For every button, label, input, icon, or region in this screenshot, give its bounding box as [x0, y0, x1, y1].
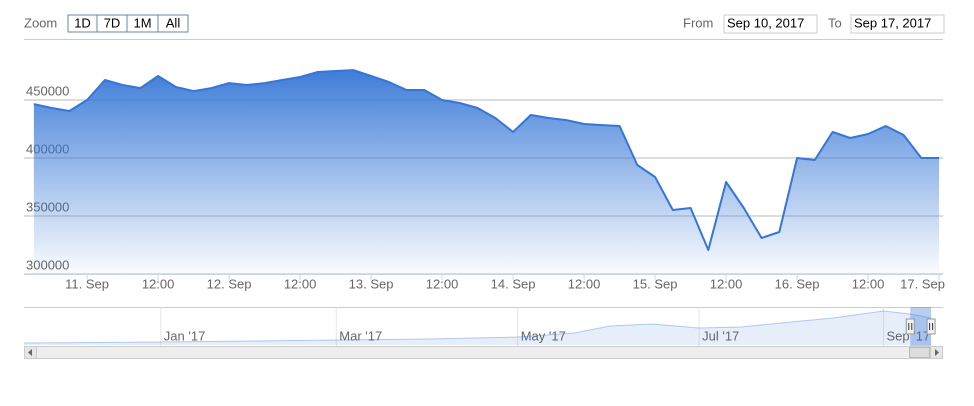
scrollbar-track[interactable] [24, 346, 943, 359]
zoom-button-label[interactable]: 1M [133, 15, 151, 30]
navigator-tick-label: Jan '17 [164, 328, 206, 343]
navigator-handle[interactable] [905, 318, 915, 335]
x-tick-label: 12:00 [852, 276, 885, 291]
scrollbar-thumb[interactable] [909, 347, 930, 358]
x-tick-label: 17. Sep [900, 276, 945, 291]
navigator-area [24, 311, 932, 345]
x-tick-label: 12:00 [426, 276, 459, 291]
x-tick-label: 12:00 [710, 276, 743, 291]
x-tick-label: 12:00 [284, 276, 317, 291]
x-tick-label: 15. Sep [633, 276, 678, 291]
from-label: From [683, 15, 713, 30]
zoom-button-label[interactable]: All [166, 15, 181, 30]
zoom-button[interactable] [157, 14, 189, 33]
zoom-button-label[interactable]: 7D [104, 15, 121, 30]
x-tick-label: 16. Sep [775, 276, 820, 291]
to-input[interactable] [850, 14, 945, 34]
to-date[interactable]: Sep 17, 2017 [854, 15, 931, 30]
navigator-line [23, 310, 932, 344]
to-label: To [828, 15, 842, 30]
x-tick-label: 11. Sep [65, 276, 109, 291]
x-tick-label: 14. Sep [491, 276, 536, 291]
y-tick-label: 450000 [26, 83, 69, 98]
x-tick-label: 12:00 [142, 276, 175, 291]
x-tick-label: 13. Sep [349, 276, 394, 291]
navigator-tick-label: Mar '17 [339, 328, 382, 343]
x-tick-label: 12:00 [568, 276, 601, 291]
scrollbar [24, 346, 943, 359]
zoom-button-label[interactable]: 1D [74, 15, 91, 30]
x-tick-label: 12. Sep [207, 276, 252, 291]
navigator: Jan '17 Mar '17 May '17 Jul '17 Sep '17 [23, 307, 943, 346]
zoom-label: Zoom [24, 15, 57, 30]
navigator-tick-label: Jul '17 [702, 328, 739, 343]
from-input[interactable] [723, 14, 818, 34]
navigator-tick-label: Sep '17 [887, 328, 931, 343]
arrow-icon [935, 349, 939, 356]
arrow-icon [28, 349, 32, 356]
plot-area: 30000035000040000045000011. Sep12:0012. … [24, 69, 945, 291]
navigator-tick-label: May '17 [521, 328, 566, 343]
navigator-handle[interactable] [926, 318, 936, 335]
from-date[interactable]: Sep 10, 2017 [727, 15, 804, 30]
navigator-selection [910, 307, 932, 346]
area-fill [33, 70, 940, 274]
line [33, 69, 940, 251]
zoom-buttons: 1D 7D 1M All [67, 14, 189, 33]
